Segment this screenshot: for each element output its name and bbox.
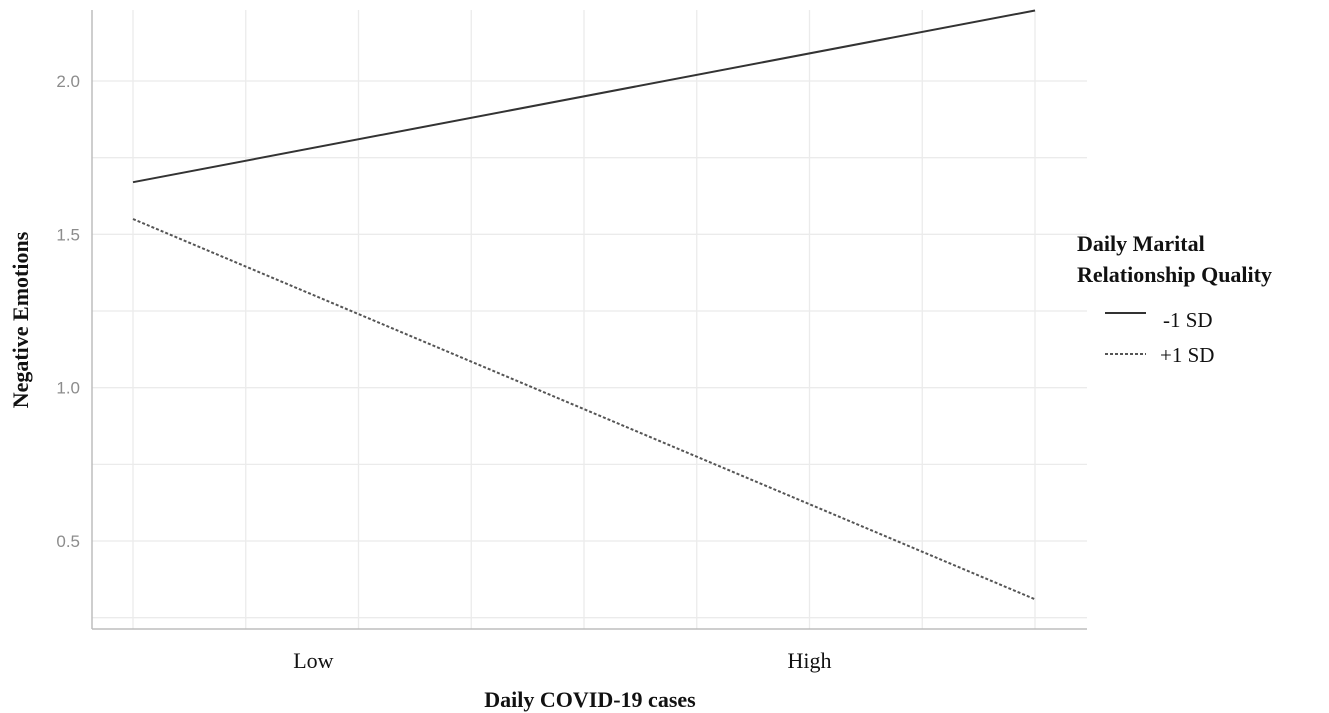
series-line-minus-1sd <box>132 9 1036 184</box>
y-tick-label: 1.5 <box>56 225 80 244</box>
legend-title-line-1: Daily Marital <box>1077 231 1205 256</box>
legend: Daily Marital Relationship Quality -1 SD… <box>1077 231 1272 367</box>
y-tick-labels: 0.5 1.0 1.5 2.0 <box>56 72 80 551</box>
y-tick-label: 0.5 <box>56 532 80 551</box>
y-axis-title: Negative Emotions <box>8 231 33 408</box>
series-line-plus-1sd <box>132 218 1036 601</box>
y-tick-label: 2.0 <box>56 72 80 91</box>
legend-label-plus-1sd: +1 SD <box>1160 343 1214 367</box>
x-tick-label: Low <box>293 648 333 673</box>
legend-title-line-2: Relationship Quality <box>1077 262 1272 287</box>
legend-label-minus-1sd: -1 SD <box>1163 308 1213 332</box>
grid-lines <box>92 10 1087 629</box>
x-axis-title: Daily COVID-19 cases <box>484 687 696 712</box>
series-lines <box>132 9 1036 601</box>
x-tick-labels: Low High <box>293 648 831 673</box>
x-tick-label: High <box>788 648 832 673</box>
y-tick-label: 1.0 <box>56 379 80 398</box>
